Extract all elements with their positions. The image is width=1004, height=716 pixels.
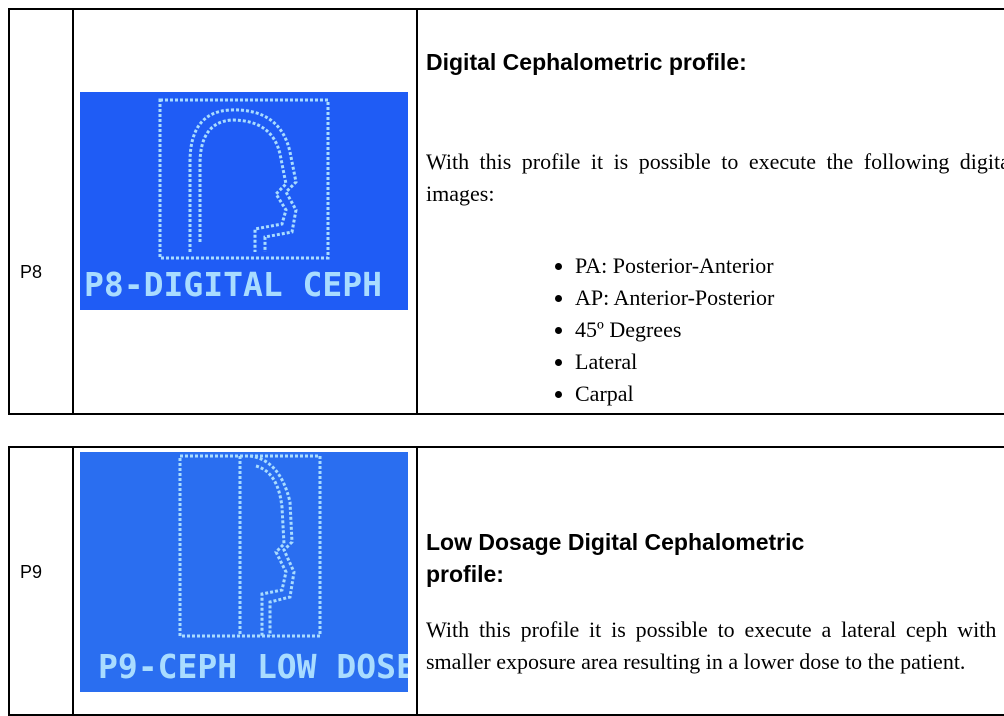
paragraph: With this profile it is possible to exec… xyxy=(426,149,1004,206)
table-p9: P9 P9-CEPH LOW DOSE Low Dosage Digital C… xyxy=(8,446,1004,716)
screen-text: P8-DIGITAL CEPH xyxy=(84,265,382,304)
bullet: PA: Posterior-Anterior xyxy=(575,250,774,282)
bullet: Lateral xyxy=(575,346,774,378)
divider xyxy=(416,10,418,413)
bullet: 45º Degrees xyxy=(575,314,774,346)
bullet: Carpal xyxy=(575,378,774,410)
bullet: AP: Anterior-Posterior xyxy=(575,282,774,314)
divider xyxy=(416,448,418,714)
profile-label: P9 xyxy=(20,562,43,582)
screen-text: P9-CEPH LOW DOSE xyxy=(98,647,408,686)
divider xyxy=(72,448,74,714)
lcd-screen: P9-CEPH LOW DOSE xyxy=(80,452,408,692)
divider xyxy=(72,10,74,413)
page: P8 P8-DIGITAL CEPH Digital Cephalometric… xyxy=(0,0,1004,699)
profile-label: P8 xyxy=(20,262,43,282)
paragraph: With this profile it is possible to exec… xyxy=(426,617,1004,674)
heading: Digital Cephalometric profile: xyxy=(426,49,747,75)
table-p8: P8 P8-DIGITAL CEPH Digital Cephalometric… xyxy=(8,8,1004,415)
heading: Low Dosage Digital Cephalometric profile… xyxy=(426,529,805,587)
bullet-list: PA: Posterior-Anterior AP: Anterior-Post… xyxy=(530,250,774,410)
lcd-screen: P8-DIGITAL CEPH xyxy=(80,92,408,310)
